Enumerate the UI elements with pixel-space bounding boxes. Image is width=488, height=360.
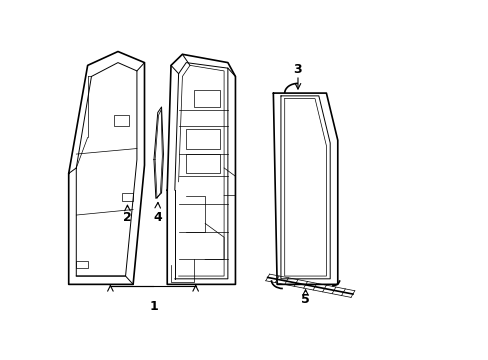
Bar [193,90,220,107]
Bar [186,129,220,149]
Bar [122,193,133,201]
Bar [186,154,220,174]
Text: 5: 5 [301,293,309,306]
Text: 1: 1 [149,300,158,313]
Bar [114,115,129,126]
Text: 2: 2 [123,211,132,224]
Bar [76,261,87,268]
Text: 3: 3 [293,63,302,76]
Text: 4: 4 [153,211,162,224]
